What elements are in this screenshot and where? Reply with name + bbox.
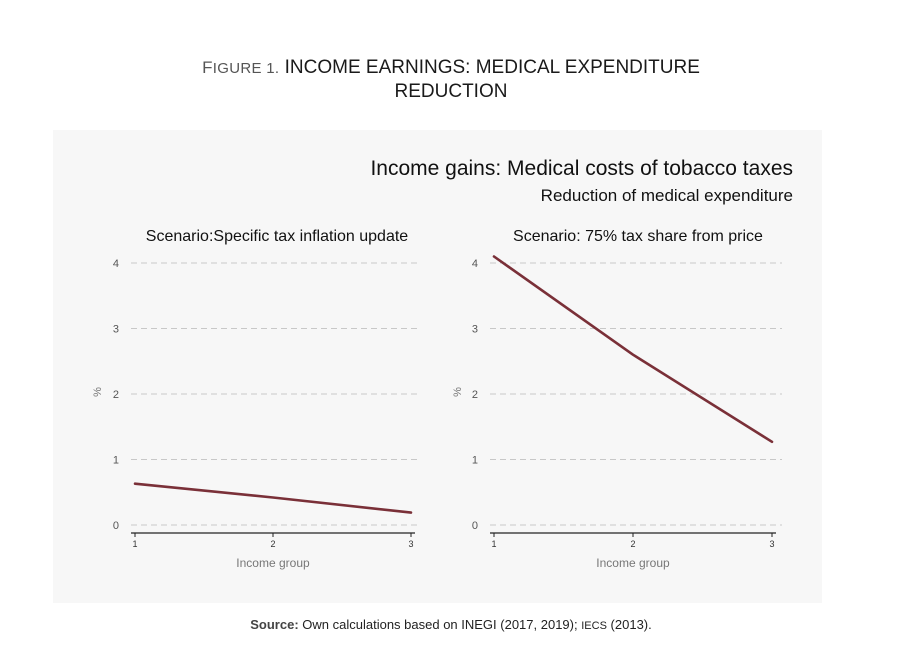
x-tick-label: 2	[630, 539, 635, 549]
x-axis-label: Income group	[236, 556, 310, 570]
x-tick-label: 3	[769, 539, 774, 549]
y-tick-label: 4	[113, 258, 119, 270]
x-axis-label: Income group	[596, 556, 670, 570]
figure-caption: FIGURE 1. INCOME EARNINGS: MEDICAL EXPEN…	[0, 56, 902, 103]
y-tick-label: 0	[113, 520, 119, 532]
y-tick-label: 3	[472, 324, 478, 336]
x-tick-label: 1	[491, 539, 496, 549]
chart-svg: Income gains: Medical costs of tobacco t…	[92, 157, 793, 570]
y-tick-label: 1	[113, 455, 119, 467]
figure-title: INCOME EARNINGS: MEDICAL EXPENDITURE	[284, 57, 700, 78]
y-axis-label: %	[452, 387, 464, 397]
source-label: Source:	[250, 617, 299, 632]
source-text: Own calculations based on INEGI (2017, 2…	[302, 617, 578, 632]
x-tick-label: 3	[408, 539, 413, 549]
series-line-1	[133, 482, 413, 514]
chart-panel: Income gains: Medical costs of tobacco t…	[53, 130, 822, 603]
chart-title: Income gains: Medical costs of tobacco t…	[370, 157, 793, 180]
figure-title-line-1: FIGURE 1. INCOME EARNINGS: MEDICAL EXPEN…	[0, 56, 902, 80]
figure-label: FIGURE 1.	[202, 58, 280, 77]
y-tick-label: 0	[472, 520, 478, 532]
x-tick-label: 2	[270, 539, 275, 549]
y-tick-label: 1	[472, 455, 478, 467]
figure-title-line-2: REDUCTION	[394, 81, 508, 102]
source-text-sc: IECS	[581, 620, 607, 632]
series-line-2	[492, 255, 774, 444]
y-tick-label: 2	[472, 389, 478, 401]
panel-title-1: Scenario:Specific tax inflation update	[146, 228, 408, 245]
y-tick-label: 2	[113, 389, 119, 401]
chart-subtitle: Reduction of medical expenditure	[541, 186, 793, 205]
y-tick-label: 3	[113, 324, 119, 336]
panel-title-2: Scenario: 75% tax share from price	[513, 228, 763, 245]
x-tick-label: 1	[132, 539, 137, 549]
source-text-after: (2013).	[610, 617, 652, 632]
y-axis-label: %	[92, 387, 104, 397]
y-tick-label: 4	[472, 258, 478, 270]
source-note: Source: Own calculations based on INEGI …	[0, 617, 902, 632]
